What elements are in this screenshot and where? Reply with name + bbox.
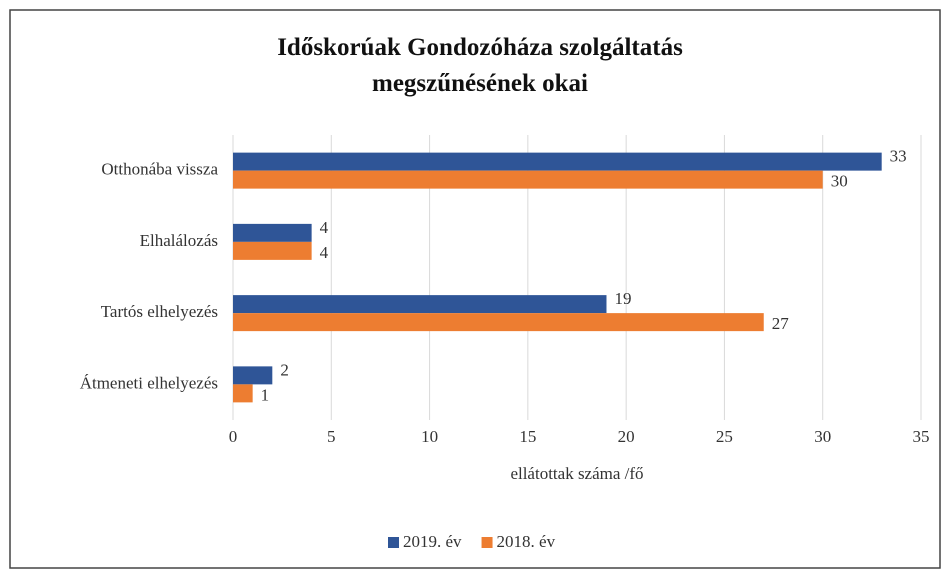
data-label: 2 — [280, 360, 289, 379]
data-label: 30 — [831, 172, 848, 191]
data-label: 4 — [320, 243, 329, 262]
x-tick-label: 25 — [716, 427, 733, 446]
x-axis-label: ellátottak száma /fő — [510, 464, 643, 483]
bar — [233, 241, 312, 260]
x-tick-label: 20 — [618, 427, 635, 446]
y-tick-label: Elhalálozás — [140, 231, 218, 250]
x-tick-label: 10 — [421, 427, 438, 446]
legend-label: 2018. év — [497, 532, 556, 551]
data-label: 33 — [890, 147, 907, 166]
bar — [233, 295, 607, 314]
legend-swatch — [388, 537, 399, 548]
y-tick-label: Átmeneti elhelyezés — [80, 373, 218, 392]
bar — [233, 223, 312, 242]
chart-title: Időskorúak Gondozóháza szolgáltatás megs… — [277, 34, 683, 97]
x-tick-label: 30 — [814, 427, 831, 446]
bar — [233, 313, 764, 332]
bar — [233, 366, 273, 385]
frame — [9, 9, 941, 569]
data-label: 1 — [261, 385, 270, 404]
data-label: 4 — [320, 218, 329, 237]
x-tick-label: 15 — [519, 427, 536, 446]
y-tick-label: Tartós elhelyezés — [101, 302, 218, 321]
x-tick-label: 5 — [327, 427, 336, 446]
data-label: 27 — [772, 314, 790, 333]
x-tick-label: 0 — [229, 427, 238, 446]
x-tick-label: 35 — [913, 427, 930, 446]
legend-label: 2019. év — [403, 532, 462, 551]
bar — [233, 152, 882, 171]
data-label: 19 — [614, 289, 631, 308]
bar — [233, 384, 253, 403]
y-tick-label: Otthonába vissza — [101, 160, 218, 179]
legend-swatch — [481, 537, 493, 548]
bar — [233, 170, 823, 189]
